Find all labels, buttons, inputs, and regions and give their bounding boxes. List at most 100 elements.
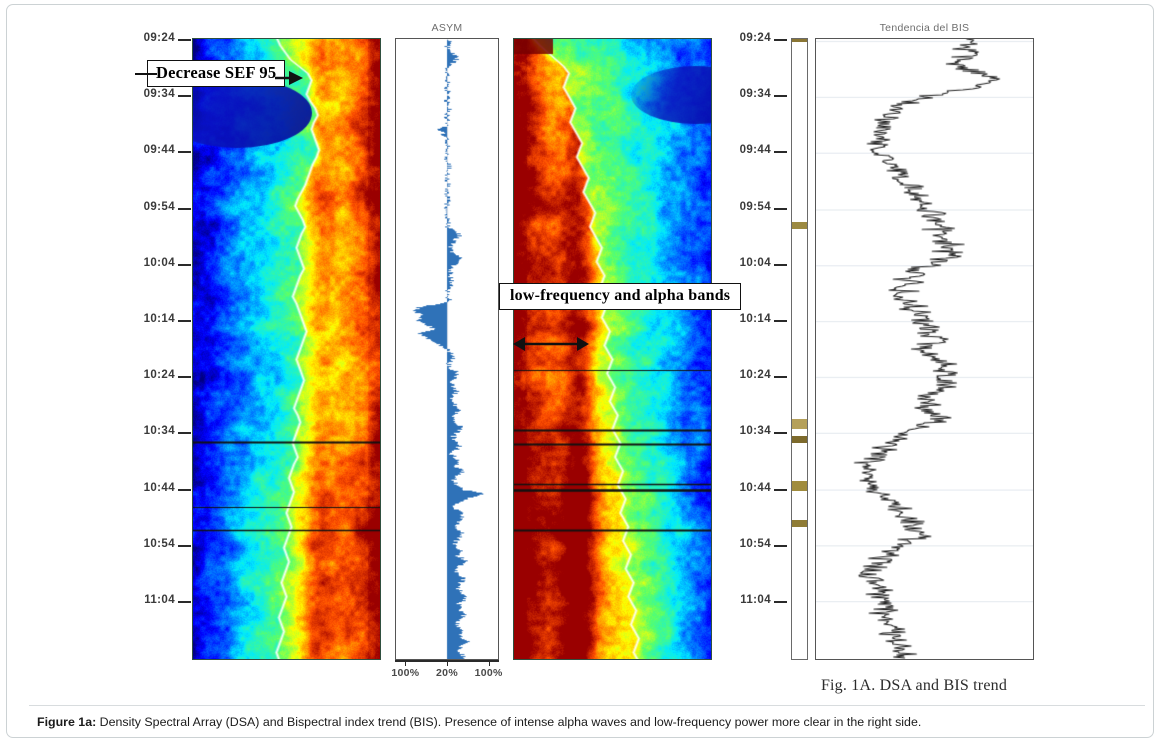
frequency-tick-mark [447, 660, 448, 666]
time-tick: 09:44 [129, 144, 191, 156]
event-marker[interactable] [792, 222, 807, 230]
time-axis-left: 09:24 09:34 09:44 09:54 10:04 10:14 10:24 10:34… [129, 32, 191, 660]
time-tick: 10:44 [725, 482, 787, 494]
time-tick: 09:34 [129, 88, 191, 100]
time-tick-mark [178, 432, 191, 435]
spectrogram-left [192, 38, 381, 660]
time-tick-label: 10:34 [739, 425, 771, 438]
time-tick-mark [774, 320, 787, 322]
time-tick-mark [178, 95, 191, 98]
time-tick: 11:04 [129, 594, 191, 606]
time-tick: 10:04 [129, 257, 191, 269]
time-tick-label: 10:54 [739, 537, 771, 550]
time-tick-mark [774, 263, 787, 266]
time-tick: 10:54 [129, 538, 191, 550]
time-tick-label: 09:54 [739, 200, 771, 213]
time-tick-mark [178, 151, 191, 154]
frequency-tick-mark [488, 660, 490, 666]
time-tick-label: 09:54 [143, 200, 175, 213]
time-tick-mark [774, 151, 787, 154]
time-tick-label: 10:44 [739, 481, 771, 494]
time-tick-label: 10:14 [143, 313, 175, 325]
time-tick: 09:54 [725, 201, 787, 213]
time-tick-mark [774, 544, 787, 547]
time-tick: 10:34 [129, 425, 191, 437]
time-tick: 09:24 [725, 32, 787, 44]
figure-frame: 09:24 09:34 09:44 09:54 10:04 10:14 10:24 10:34… [6, 4, 1154, 738]
event-marker-strip[interactable] [791, 38, 808, 660]
frequency-tick-label: 100% [474, 667, 503, 679]
time-tick: 11:04 [725, 594, 787, 606]
time-tick-label: 09:44 [739, 144, 771, 157]
time-tick-mark [178, 544, 191, 547]
time-tick-mark [774, 488, 787, 491]
time-tick: 10:14 [725, 313, 787, 325]
time-tick-mark [178, 601, 191, 603]
time-tick-label: 10:44 [143, 481, 175, 494]
asym-panel[interactable] [395, 38, 499, 660]
time-tick-label: 10:14 [739, 313, 771, 325]
time-tick: 10:14 [129, 313, 191, 325]
time-tick-mark [774, 601, 787, 603]
event-marker[interactable] [792, 436, 807, 444]
panel-title-asym: ASYM [431, 22, 463, 34]
frequency-tick-label: 20% [436, 667, 458, 679]
time-tick-mark [178, 263, 191, 266]
time-tick-mark [178, 320, 191, 322]
figure-subcaption: Fig. 1A. DSA and BIS trend [820, 677, 1008, 694]
time-tick-label: 10:24 [143, 369, 175, 382]
time-tick-label: 10:04 [143, 256, 175, 269]
panel-title-bis: Tendencia del BIS [879, 22, 970, 34]
callout-sef-leader-line [135, 73, 157, 75]
dsa-panel-left[interactable]: Izquierda 30 Hz20 Hz10 Hz [192, 38, 381, 660]
event-marker[interactable] [792, 480, 807, 491]
time-tick: 10:24 [725, 369, 787, 381]
time-tick-label: 09:34 [739, 88, 771, 101]
time-tick-label: 11:04 [740, 594, 771, 606]
time-tick-label: 10:24 [739, 369, 771, 382]
time-tick: 10:44 [129, 482, 191, 494]
time-tick-label: 10:34 [143, 425, 175, 438]
time-tick-mark [774, 39, 787, 41]
caption-divider [29, 705, 1145, 706]
time-tick: 10:24 [129, 369, 191, 381]
time-tick-label: 09:24 [143, 32, 175, 44]
time-tick: 09:34 [725, 88, 787, 100]
time-tick-label: 10:54 [143, 537, 175, 550]
time-tick-label: 09:24 [739, 32, 771, 44]
spectrogram-right [513, 38, 712, 660]
figure-caption-text: Density Spectral Array (DSA) and Bispect… [96, 715, 922, 729]
time-tick: 09:44 [725, 144, 787, 156]
time-tick-mark [774, 95, 787, 98]
time-tick-mark [178, 376, 191, 379]
time-tick-label: 09:44 [143, 144, 175, 157]
event-marker[interactable] [792, 419, 807, 430]
frequency-tick-mark [405, 660, 407, 666]
time-tick-label: 09:34 [143, 88, 175, 101]
time-tick: 10:34 [725, 425, 787, 437]
arrow-sef-pointer-icon [275, 71, 303, 85]
arrow-double-headed-bands-icon [513, 337, 589, 351]
figure-caption-label: Figure 1a: [37, 715, 97, 729]
event-marker[interactable] [792, 520, 807, 528]
bis-trend-panel[interactable] [815, 38, 1034, 660]
frequency-tick-label: 100% [391, 667, 420, 679]
asym-axis: 100% 20% 100% [391, 660, 502, 682]
time-tick-mark [178, 39, 191, 41]
time-tick-mark [178, 207, 191, 210]
figure-caption: Figure 1a: Density Spectral Array (DSA) … [37, 714, 1142, 731]
event-marker[interactable] [792, 39, 807, 42]
time-tick: 10:54 [725, 538, 787, 550]
callout-low-frequency-alpha-bands: low-frequency and alpha bands [499, 283, 742, 310]
time-tick-mark [774, 376, 787, 379]
callout-decrease-sef95: Decrease SEF 95 [147, 60, 286, 87]
time-tick-label: 10:04 [739, 256, 771, 269]
time-tick-mark [178, 488, 191, 491]
time-tick: 09:24 [129, 32, 191, 44]
time-tick-mark [774, 207, 787, 210]
time-tick-label: 11:04 [144, 594, 175, 606]
time-tick: 10:04 [725, 257, 787, 269]
time-tick: 09:54 [129, 201, 191, 213]
time-axis-right: 09:24 09:34 09:44 09:54 10:04 10:14 10:24 10:34… [725, 32, 787, 660]
time-tick-mark [774, 432, 787, 435]
